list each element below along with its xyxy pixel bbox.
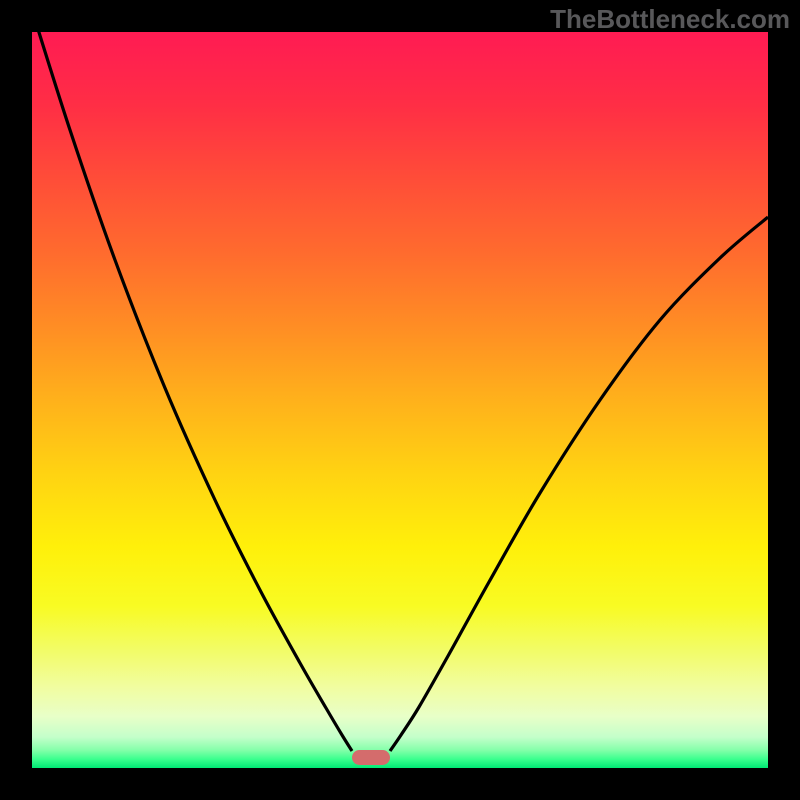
watermark-text: TheBottleneck.com: [550, 4, 790, 35]
min-marker: [352, 750, 390, 765]
plot-background: [32, 32, 768, 768]
chart-svg: [0, 0, 800, 800]
chart-container: TheBottleneck.com: [0, 0, 800, 800]
